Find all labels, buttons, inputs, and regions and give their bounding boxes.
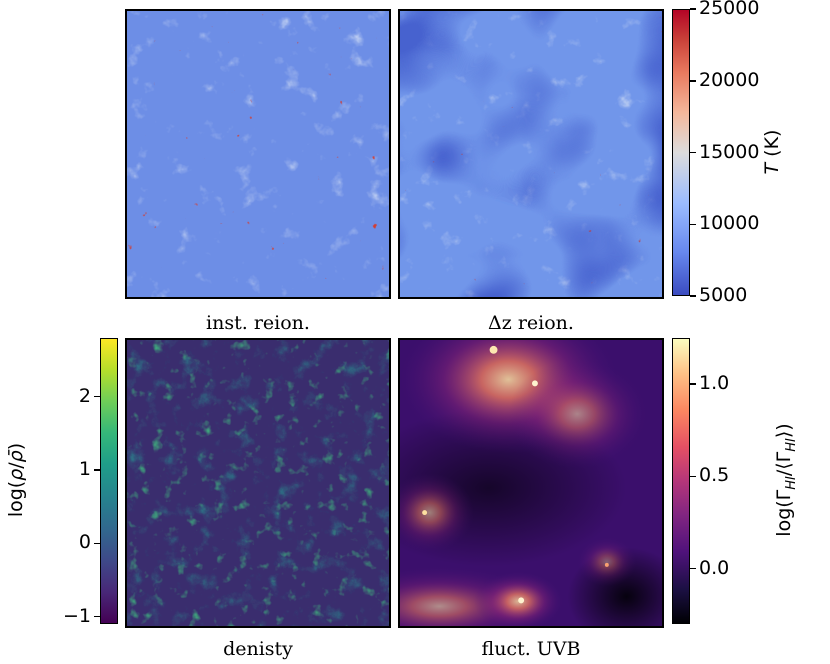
density-colorbar-tick — [94, 542, 100, 545]
caption-dz-reion: Δz reion. — [488, 312, 574, 334]
temperature-colorbar-tick — [690, 151, 696, 154]
temperature-colorbar-tick — [690, 80, 696, 82]
uvb-colorbar-tick-label: 0.0 — [699, 556, 730, 579]
density-colorbar-tick-label: 1 — [78, 458, 91, 480]
density-colorbar-tick — [94, 395, 100, 398]
uvb-colorbar-label: log(ΓHI/⟨ΓHI⟩) — [773, 423, 799, 537]
heatmap-dz-reion — [400, 11, 662, 297]
temperature-colorbar-tick-label: 10000 — [699, 212, 760, 235]
density-colorbar-tick — [94, 615, 100, 618]
panel-density — [125, 338, 391, 628]
panel-dz-reion — [398, 9, 664, 299]
caption-density: denisty — [223, 638, 293, 660]
temperature-colorbar-tick — [690, 295, 696, 297]
density-colorbar-tick-label: 0 — [78, 531, 91, 554]
panel-inst-reion — [125, 9, 391, 299]
caption-inst-reion: inst. reion. — [206, 312, 310, 334]
temperature-colorbar-tick — [690, 223, 696, 225]
panel-fluct-uvb — [398, 338, 664, 628]
uvb-colorbar-tick — [690, 567, 696, 570]
temperature-colorbar-tick-label: 20000 — [699, 68, 760, 91]
heatmap-density — [127, 340, 389, 626]
density-colorbar-label: log(ρ/ρ̄) — [5, 442, 27, 518]
density-colorbar — [100, 338, 118, 624]
uvb-colorbar-tick — [690, 475, 696, 478]
uvb-colorbar — [672, 338, 690, 624]
temperature-colorbar-label: T (K) — [761, 129, 783, 175]
caption-fluct-uvb: fluct. UVB — [481, 638, 581, 660]
density-colorbar-tick — [94, 469, 100, 471]
heatmap-fluct-uvb — [400, 340, 662, 626]
uvb-colorbar-tick-label: 1.0 — [699, 372, 730, 395]
uvb-colorbar-tick — [690, 383, 696, 385]
temperature-colorbar — [672, 9, 690, 296]
temperature-colorbar-tick-label: 25000 — [699, 0, 760, 19]
density-colorbar-tick-label: −1 — [62, 604, 91, 627]
density-colorbar-tick-label: 2 — [78, 384, 91, 407]
uvb-colorbar-tick-label: 0.5 — [699, 464, 730, 487]
temperature-colorbar-tick-label: 15000 — [699, 140, 760, 163]
temperature-colorbar-tick — [690, 8, 696, 10]
heatmap-inst-reion — [127, 11, 389, 297]
temperature-colorbar-tick-label: 5000 — [699, 284, 748, 306]
